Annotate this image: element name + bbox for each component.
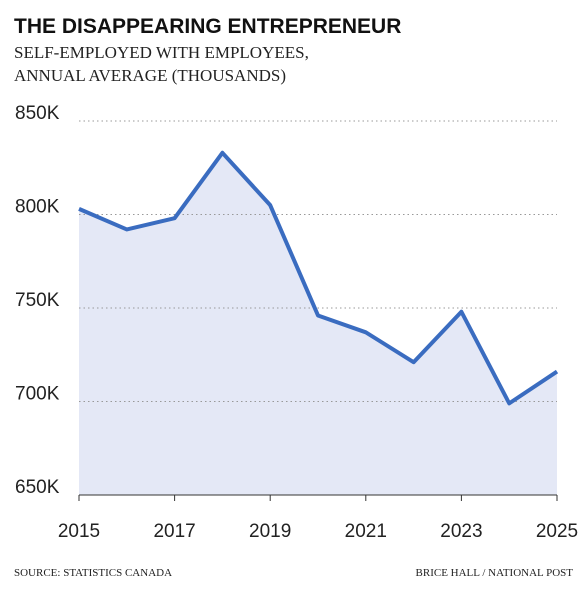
line xyxy=(78,150,559,406)
y-tick-label: 650K xyxy=(15,477,60,498)
x-tick-label: 2021 xyxy=(345,521,387,542)
x-tick-label: 2015 xyxy=(58,521,100,542)
y-tick-label: 750K xyxy=(15,290,60,311)
x-tick-label: 2025 xyxy=(536,521,578,542)
source: SOURCE: STATISTICS CANADA xyxy=(14,567,172,579)
x-tick-label: 2023 xyxy=(440,521,482,542)
x-tick-label: 2017 xyxy=(153,521,195,542)
credit: BRICE HALL / NATIONAL POST xyxy=(416,567,574,579)
y-tick-label: 800K xyxy=(15,197,60,218)
chart-subtitle: ANNUAL AVERAGE (THOUSANDS) xyxy=(14,66,286,85)
x-tick-label: 2019 xyxy=(249,521,291,542)
y-tick-label: 700K xyxy=(15,384,60,405)
y-tick-label: 850K xyxy=(15,103,60,124)
area xyxy=(79,152,557,496)
chart-subtitle: SELF-EMPLOYED WITH EMPLOYEES, xyxy=(14,43,309,62)
chart-title: THE DISAPPEARING ENTREPRENEUR xyxy=(14,15,401,38)
